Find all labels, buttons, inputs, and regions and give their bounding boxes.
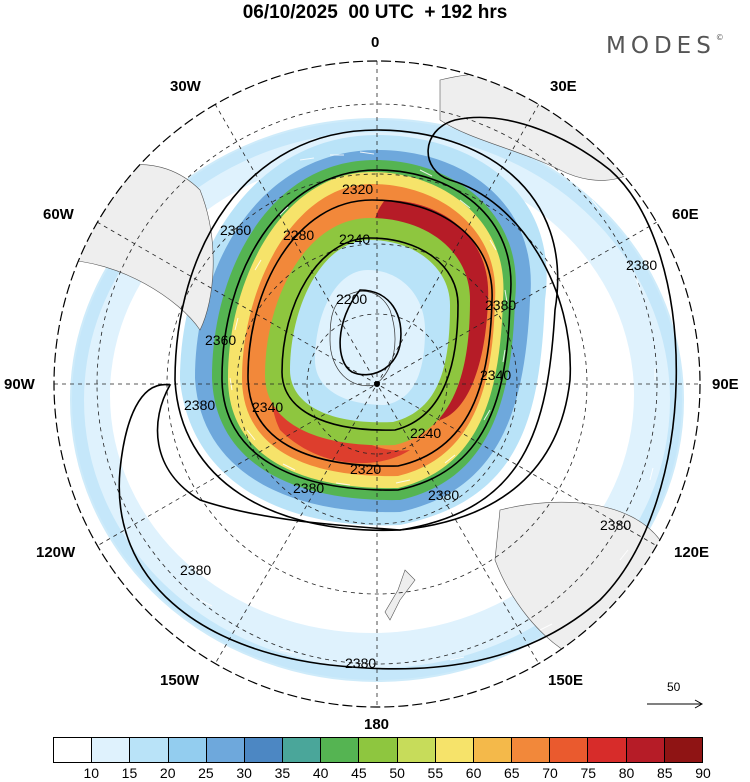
colorbar-tick-label: 20 bbox=[159, 765, 176, 781]
colorbar-tick-label: 90 bbox=[695, 765, 711, 781]
colorbar-tick-label: 35 bbox=[274, 765, 291, 781]
lon-label-120e: 120E bbox=[674, 544, 710, 561]
colorbar bbox=[53, 737, 703, 763]
contour-label: 2380 bbox=[485, 297, 516, 313]
chart-title: 06/10/2025 00 UTC + 192 hrs bbox=[242, 2, 508, 23]
colorbar-tick-label: 55 bbox=[427, 765, 444, 781]
wind-vectors bbox=[149, 151, 656, 666]
colorbar-tick-label: 80 bbox=[618, 765, 635, 781]
colorbar-tick-label: 50 bbox=[389, 765, 405, 781]
colorbar-tick-label: 70 bbox=[542, 765, 558, 781]
colorbar-swatch bbox=[588, 738, 627, 762]
reference-vector: 50 bbox=[645, 680, 705, 710]
colorbar-swatch bbox=[664, 738, 702, 762]
colorbar-swatch bbox=[512, 738, 551, 762]
lon-label-120w: 120W bbox=[36, 544, 76, 561]
contour-label: 2380 bbox=[180, 562, 211, 578]
colorbar-tick-label: 30 bbox=[236, 765, 252, 781]
colorbar-swatch bbox=[435, 738, 474, 762]
contour-label: 2320 bbox=[342, 181, 373, 197]
colorbar-swatch bbox=[130, 738, 169, 762]
colorbar-tick-label: 10 bbox=[83, 765, 100, 781]
contour-label: 2380 bbox=[345, 655, 376, 671]
colorbar-swatch bbox=[92, 738, 131, 762]
colorbar-swatch bbox=[321, 738, 360, 762]
contour-label: 2380 bbox=[600, 517, 631, 533]
colorbar-swatch bbox=[550, 738, 589, 762]
lon-label-0: 0 bbox=[371, 34, 380, 51]
lon-label-90e: 90E bbox=[712, 376, 739, 393]
contour-label: 2200 bbox=[336, 291, 367, 307]
height-contours bbox=[118, 116, 678, 670]
colorbar-swatch bbox=[473, 738, 513, 762]
colorbar-swatch bbox=[359, 738, 398, 762]
colorbar-swatch bbox=[397, 738, 436, 762]
colorbar-tick-label: 75 bbox=[580, 765, 597, 781]
contour-label: 2320 bbox=[350, 461, 381, 477]
lon-label-180: 180 bbox=[364, 716, 390, 733]
lon-label-30e: 30E bbox=[550, 78, 577, 95]
contour-label: 2380 bbox=[184, 397, 215, 413]
land-new-zealand bbox=[384, 569, 416, 621]
colorbar-swatch bbox=[206, 738, 245, 762]
contour-label: 2280 bbox=[283, 227, 314, 243]
polar-map: 2320 2280 2240 2200 2380 2340 2240 2320 … bbox=[53, 60, 701, 708]
colorbar-swatch bbox=[168, 738, 207, 762]
contour-label: 2240 bbox=[410, 425, 441, 441]
contour-label: 2360 bbox=[205, 332, 236, 348]
colorbar-swatch bbox=[283, 738, 322, 762]
brand-logo: MODES© bbox=[606, 33, 724, 59]
colorbar-tick-label: 40 bbox=[312, 765, 329, 781]
lon-label-60w: 60W bbox=[43, 206, 74, 223]
contour-label: 2240 bbox=[339, 231, 370, 247]
contour-label: 2360 bbox=[220, 222, 251, 238]
contour-label: 2380 bbox=[626, 257, 657, 273]
contour-label: 2340 bbox=[252, 399, 283, 415]
lon-label-30w: 30W bbox=[170, 78, 201, 95]
lon-label-150w: 150W bbox=[160, 672, 200, 689]
contour-label: 2340 bbox=[480, 367, 511, 383]
lon-label-150e: 150E bbox=[548, 672, 584, 689]
colorbar-tick-label: 45 bbox=[351, 765, 367, 781]
colorbar-tick-label: 85 bbox=[656, 765, 673, 781]
colorbar-ticks: 10 15 20 25 30 35 40 45 50 55 60 65 70 75 80 85 90 bbox=[53, 765, 710, 781]
contour-label: 2380 bbox=[428, 487, 459, 503]
colorbar-tick-label: 25 bbox=[198, 765, 214, 781]
colorbar-tick-label: 15 bbox=[121, 765, 138, 781]
lon-label-60e: 60E bbox=[672, 206, 699, 223]
colorbar-tick-label: 65 bbox=[504, 765, 520, 781]
colorbar-swatch bbox=[626, 738, 665, 762]
colorbar-swatch bbox=[244, 738, 284, 762]
colorbar-tick-label: 60 bbox=[465, 765, 482, 781]
lon-label-90w: 90W bbox=[4, 376, 35, 393]
contour-label: 2380 bbox=[293, 480, 324, 496]
colorbar-swatch bbox=[54, 738, 93, 762]
